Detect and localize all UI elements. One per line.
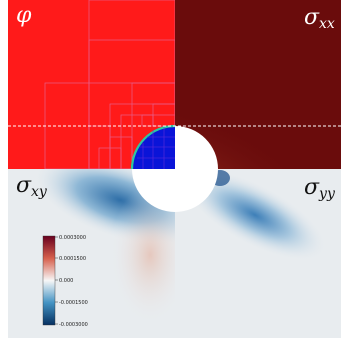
colorbar: 0.0003000 0.0001500 0.000 -0.0001500 -0.… xyxy=(42,235,88,328)
colorbar-tick-label: 0.0003000 xyxy=(59,235,86,241)
sigma-xy-label: σxy xyxy=(16,173,48,200)
colorbar-tick-label: 0.0001500 xyxy=(59,256,86,262)
colorbar-tick-label: 0.000 xyxy=(59,278,73,284)
sigma-xy-subscript: xy xyxy=(31,184,48,200)
sigma-xx-symbol: σ xyxy=(304,5,320,30)
colorbar-tick-label: -0.0003000 xyxy=(59,322,88,328)
sigma-yy-label: σyy xyxy=(304,175,336,202)
colorbar-tick-label: -0.0001500 xyxy=(59,300,88,306)
sigma-xx-concentration xyxy=(175,80,341,169)
phi-label: φ xyxy=(16,3,32,28)
colorbar-gradient xyxy=(43,236,55,325)
phi-panel: φ xyxy=(8,0,175,169)
inclusion-quadrant xyxy=(130,124,175,169)
sigma-xy-symbol: σ xyxy=(16,173,32,198)
hole-circle xyxy=(132,126,218,212)
colorbar-frame xyxy=(42,235,56,326)
sigma-yy-subscript: yy xyxy=(318,186,336,202)
sigma-yy-symbol: σ xyxy=(304,175,320,200)
sigma-xx-subscript: xx xyxy=(319,16,335,32)
sigma-xx-label: σxx xyxy=(304,5,335,32)
colorbar-ticks xyxy=(55,236,58,325)
sigma-xy-red-lobe xyxy=(110,185,175,325)
sigma-yy-blue-lobe xyxy=(182,169,328,261)
